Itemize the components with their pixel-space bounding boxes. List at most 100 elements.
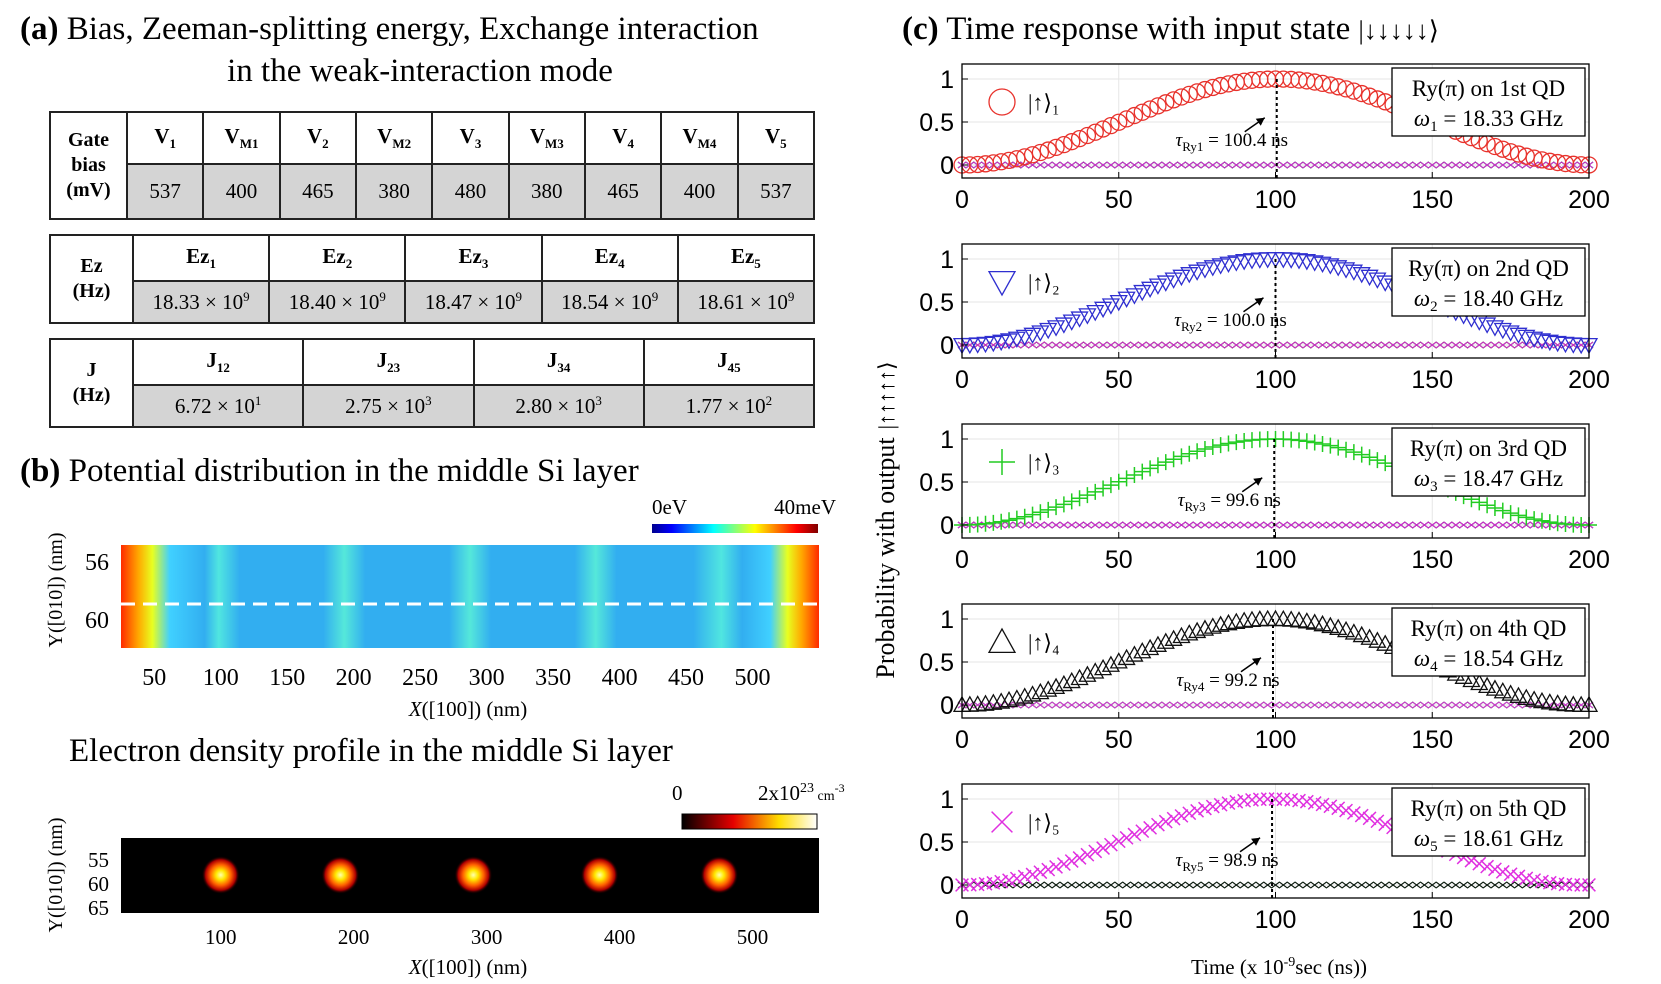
x-tick-label: 200 [1568,186,1610,214]
zero-point [1161,521,1171,529]
zero-point [1192,341,1202,349]
zero-point [1075,341,1084,349]
data-point [1525,331,1544,349]
zero-point [1020,521,1029,529]
zero-point [1232,881,1241,889]
zero-point [1216,881,1225,889]
zero-point [1239,881,1249,889]
zero-point [1083,881,1092,889]
zero-point [1412,521,1421,529]
x-tick-label: 200 [1568,726,1610,754]
zero-point [1012,881,1022,889]
gate-value: 400 [660,163,739,220]
data-point [1360,628,1379,645]
x-tick-label: 100 [1255,366,1297,394]
data-point [1501,684,1520,701]
zero-point [1498,521,1508,529]
data-point [1039,322,1058,340]
gate-header: V3 [431,111,510,165]
zero-point [1420,521,1429,529]
info-box [1391,67,1586,137]
density-xtick: 500 [737,925,769,949]
data-point [1102,116,1120,135]
x-tick-label: 0 [955,186,969,214]
zero-point [1239,161,1249,169]
ez-label-0: Ez [80,255,103,277]
zero-point [1451,521,1461,529]
zero-point [1490,341,1500,349]
zero-point [1161,341,1171,349]
data-point [1032,504,1049,521]
data-point [1070,668,1089,686]
zero-point [1474,701,1484,709]
data-point [1148,635,1168,652]
y-tick-label: 1 [940,66,954,94]
ez-value: 18.33 × 109 [131,280,271,324]
data-point [1072,851,1087,865]
data-point [1329,618,1348,636]
zero-point [1177,521,1186,529]
zero-point [1380,701,1390,709]
zero-point [1067,161,1077,169]
x-tick-label: 50 [1105,366,1133,394]
zero-point [1114,521,1124,529]
data-point [1109,294,1128,312]
zero-point [1286,701,1296,709]
legend-label: |↑⟩₅ [1028,810,1060,835]
ez-value: 18.47 × 109 [404,280,543,324]
data-point [1064,854,1079,868]
data-point [1119,830,1134,845]
zero-point [1341,521,1351,529]
data-point [1353,446,1370,463]
data-point [1062,314,1081,331]
data-point [1370,814,1385,829]
data-point [1182,806,1197,821]
zero-point [1435,341,1445,349]
zero-point [1341,341,1351,349]
data-point [1306,434,1323,451]
data-point [1070,129,1089,148]
data-point [1368,90,1387,108]
data-point [1054,317,1073,334]
data-point [1001,512,1018,529]
data-point [1331,801,1346,816]
data-point [1485,679,1505,696]
data-point [1291,432,1308,449]
zero-point [1294,161,1304,169]
data-point [1125,106,1144,125]
zero-point [1498,701,1508,709]
zero-point [1232,161,1241,169]
data-point [1086,662,1105,679]
info-box-title: Ry(π) on 5th QD [1411,796,1567,821]
info-box [1391,427,1586,497]
zero-point [1294,341,1304,349]
legend-label: |↑⟩₃ [1028,450,1060,475]
potential-colorbar-max: 40meV [774,495,836,519]
data-point [1015,329,1034,347]
zero-point [1224,701,1233,709]
zero-point [1294,701,1304,709]
zero-point [1153,341,1163,349]
zero-point [1051,341,1061,349]
info-box-title: Ry(π) on 2nd QD [1408,256,1569,281]
zero-point [1247,701,1257,709]
zero-point [1083,341,1092,349]
zero-point [1482,701,1492,709]
data-point [1140,281,1160,299]
potential-ylabel: Y([010]) (nm) [45,533,67,648]
zero-point [1427,161,1437,169]
potential-xtick: 500 [735,665,771,691]
data-point [1156,275,1175,292]
data-point [1110,113,1128,131]
zero-point [1357,341,1367,349]
data-point [1133,284,1152,302]
data-point [1336,620,1356,638]
data-point [1078,308,1097,325]
zero-point [1130,341,1139,349]
y-tick-label: 0 [940,512,954,540]
zero-point [1373,521,1382,529]
info-box-frequency: ω3 = 18.47 GHz [1414,466,1563,495]
data-point [1321,258,1340,275]
data-point [1313,614,1332,632]
panel-a-title: (a) Bias, Zeeman-splitting energy, Excha… [20,10,759,50]
